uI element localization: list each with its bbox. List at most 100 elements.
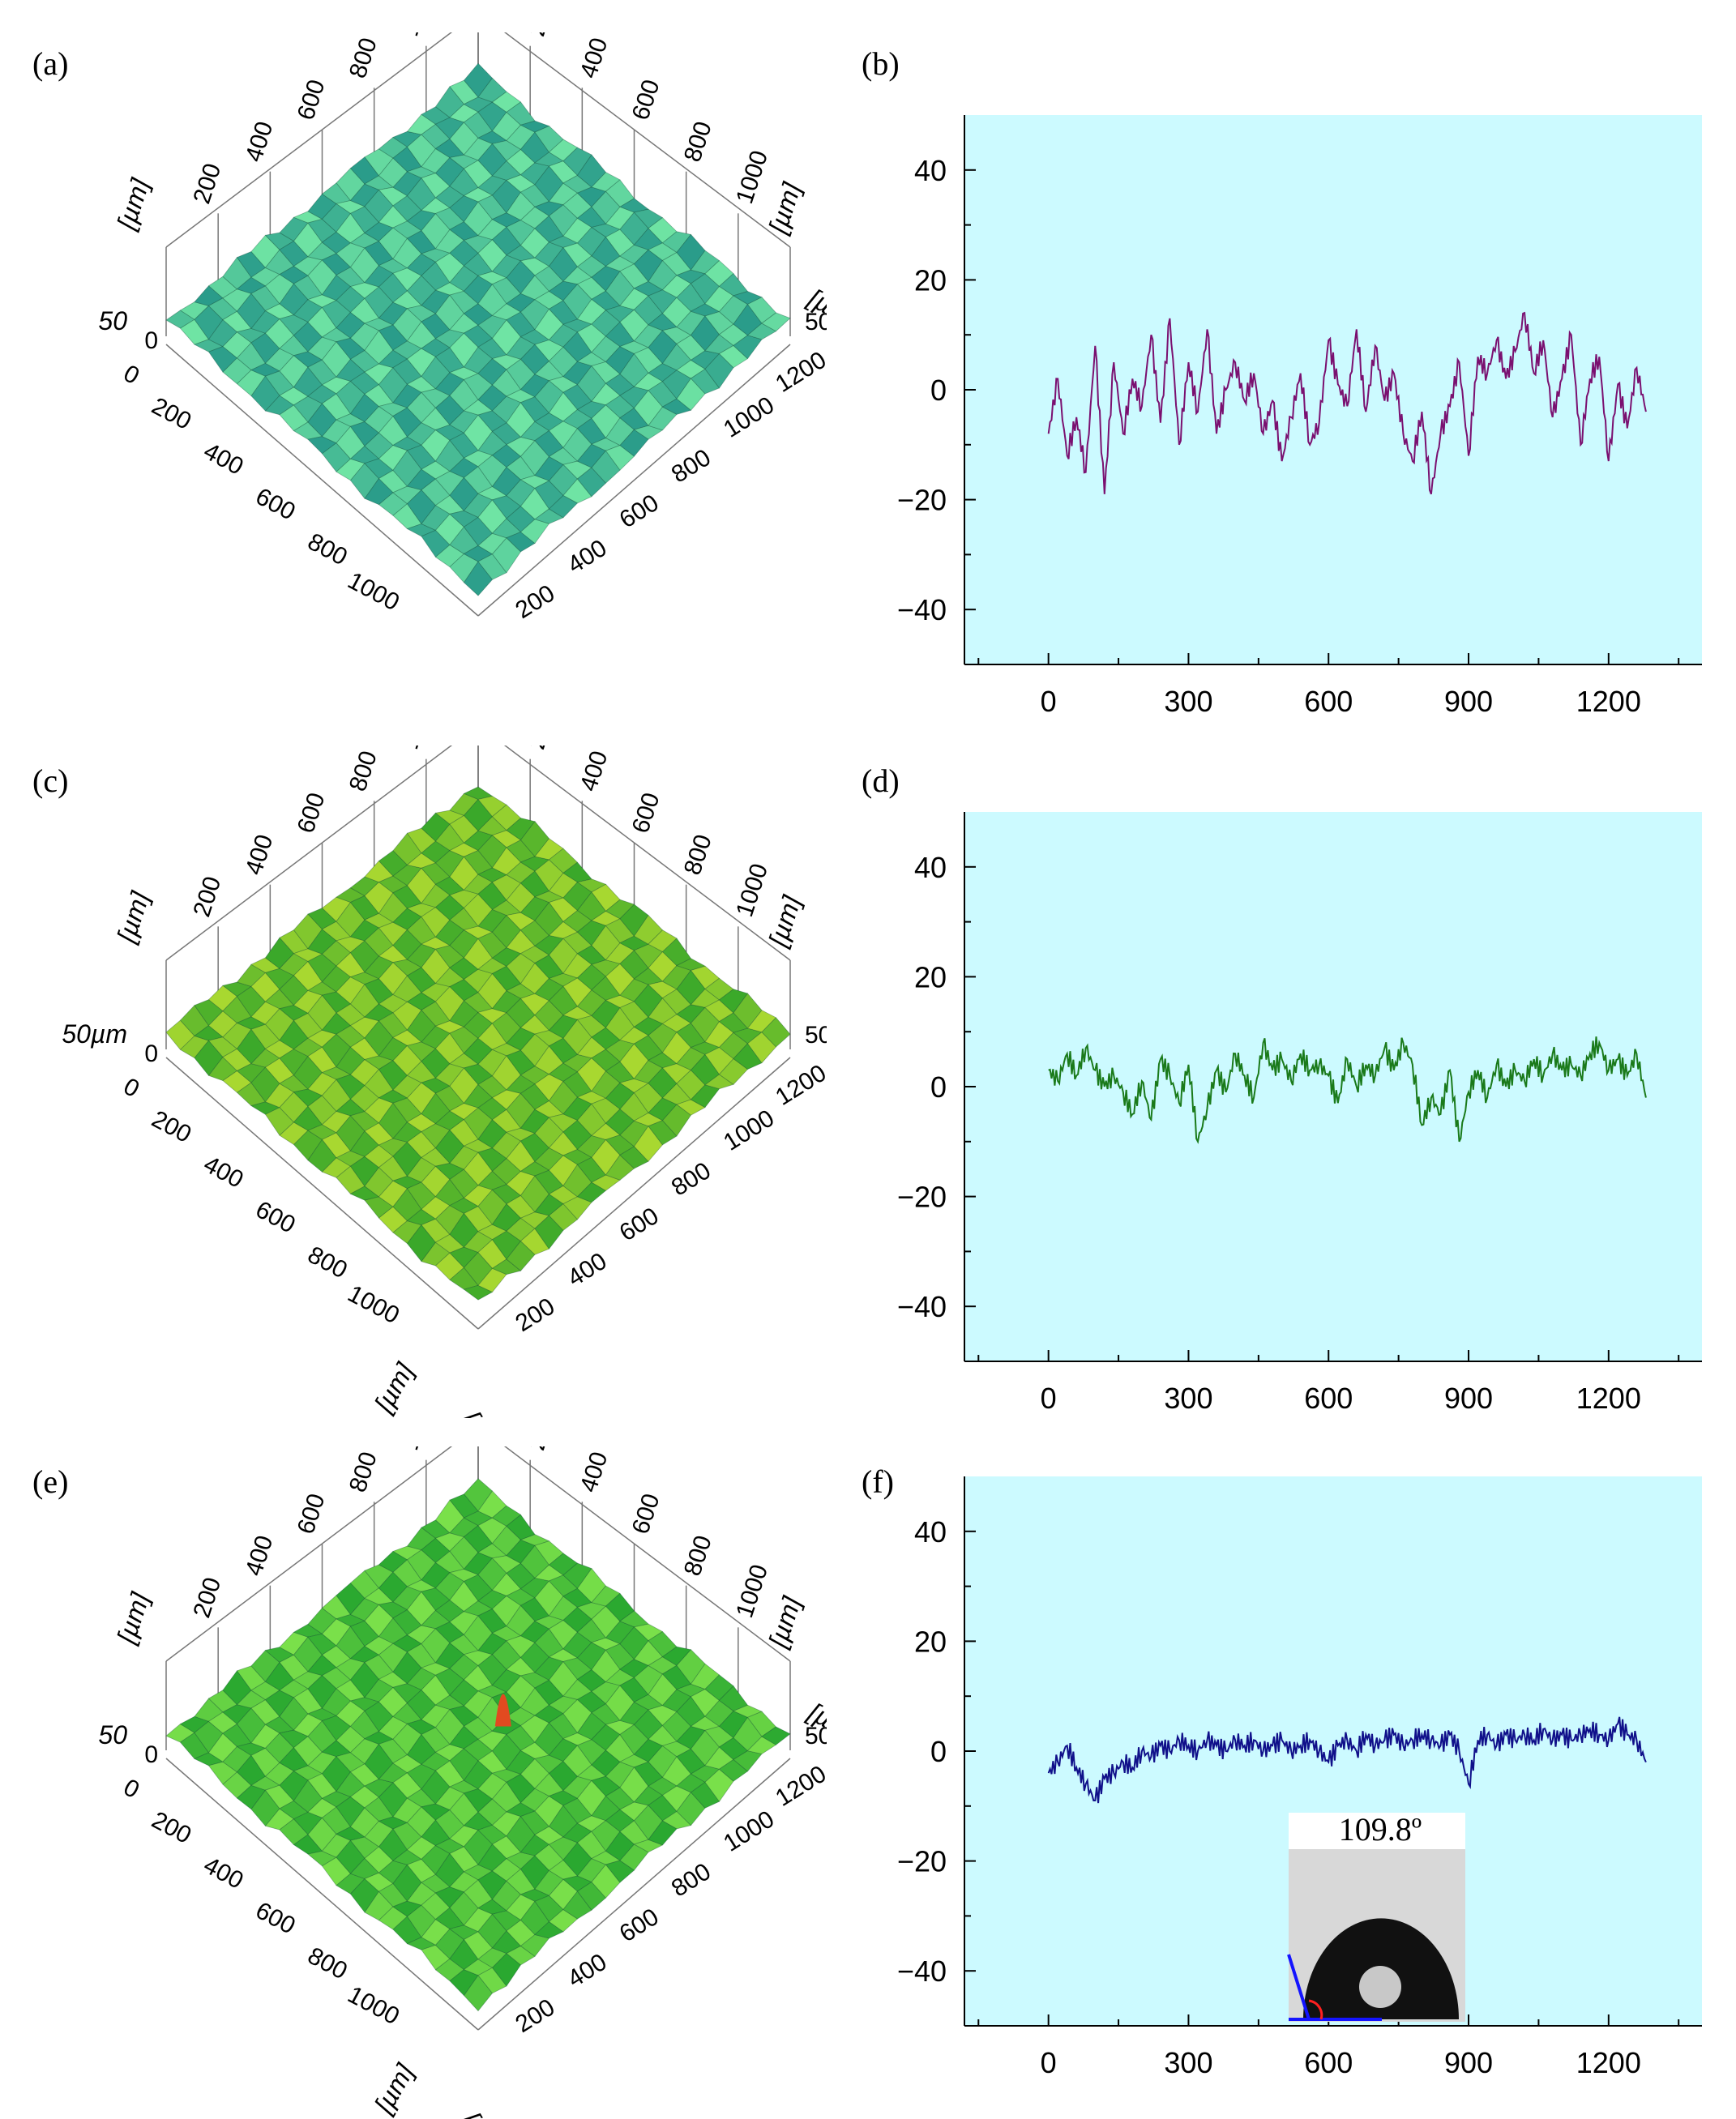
- panel-label-e: (e): [32, 1463, 69, 1500]
- contact-angle-inset: 109.8º: [1287, 1811, 1465, 2022]
- x-tick-label: 900: [1444, 685, 1493, 718]
- left-unit-label: [µm]: [111, 887, 155, 946]
- back-axis-tick-label: 600: [293, 76, 331, 123]
- front-right-tick-label: 600: [615, 489, 664, 534]
- back-axis-tick-label: 600: [293, 1490, 331, 1537]
- right-axis-tick-label: 600: [627, 789, 665, 836]
- surface-plot-c: 2004006008001000120002004006008001000020…: [62, 745, 827, 1418]
- back-axis-tick-label: 1000: [396, 745, 438, 753]
- front-right-tick-label: 400: [563, 535, 612, 579]
- right-axis-tick-label: 1000: [731, 861, 773, 921]
- panel-label-b: (b): [862, 45, 900, 82]
- right-axis-tick-label: 600: [627, 76, 665, 123]
- front-left-tick-label: 400: [199, 438, 248, 481]
- y-tick-label: −20: [897, 484, 947, 517]
- x-tick-label: 1200: [1576, 2046, 1641, 2079]
- front-left-axis: [165, 1057, 479, 1330]
- y-tick-label: 20: [914, 1625, 947, 1658]
- x-tick-label: 0: [1041, 685, 1057, 718]
- right-unit-label: [µm]: [763, 891, 806, 951]
- back-axis-tick-label: 200: [188, 874, 226, 921]
- front-right-tick-label: 200: [511, 580, 559, 625]
- back-axis-tick-label: 200: [188, 160, 226, 207]
- panel-label-d: (d): [862, 763, 900, 799]
- front-left-tick-label: 0: [119, 360, 143, 390]
- right-unit-label: [µm]: [763, 1592, 806, 1651]
- front-right-tick-label: 600: [615, 1903, 664, 1948]
- right-axis-tick-label: 200: [523, 1446, 561, 1454]
- right-axis-tick-label: 200: [523, 745, 561, 753]
- front-left-axis: [165, 1758, 479, 2031]
- front-left-tick-label: 800: [303, 1942, 352, 1985]
- front-left-tick-label: 600: [251, 1196, 300, 1239]
- back-axis-tick-label: 800: [344, 748, 383, 795]
- front-right-tick-label: 800: [667, 1858, 716, 1903]
- back-axis-tick-label: 1000: [396, 1446, 438, 1454]
- z-zero-label: 0: [144, 327, 158, 354]
- profile-series-line: [1047, 1716, 1647, 1804]
- y-tick-label: −20: [897, 1845, 947, 1878]
- x-tick-label: 900: [1444, 2046, 1493, 2079]
- right-axis-tick-label: 400: [575, 35, 614, 82]
- front-left-tick-label: 1000: [344, 1981, 404, 2030]
- surface-plot-e: 2004006008001000120002004006008001000020…: [98, 1446, 827, 2119]
- y-tick-label: 20: [914, 263, 947, 297]
- bottom-left-unit-label: [µm]: [368, 1357, 420, 1417]
- z-axis-label: 50: [98, 1720, 127, 1749]
- y-tick-label: 40: [914, 154, 947, 187]
- bottom-right-unit-label: [µm]: [456, 2107, 508, 2119]
- surface-cell: [761, 1017, 791, 1048]
- back-axis-tick-label: 200: [188, 1574, 226, 1621]
- x-tick-label: 0: [1041, 2046, 1057, 2079]
- contact-angle-label: 109.8º: [1339, 1811, 1422, 1848]
- x-tick-label: 300: [1164, 1382, 1212, 1415]
- front-right-tick-label: 800: [667, 444, 716, 489]
- left-unit-label: [µm]: [111, 174, 155, 233]
- left-unit-label: [µm]: [111, 1588, 155, 1647]
- surface-cell: [761, 1726, 791, 1745]
- surface-mesh: [165, 62, 791, 596]
- back-axis-tick-label: 800: [344, 1449, 383, 1496]
- front-left-tick-label: 600: [251, 483, 300, 526]
- z-axis-right-label: 50µm: [805, 1022, 827, 1049]
- profile-chart-f: −40 −20 0 20 40 0 300 600 900 1200 109.8º: [897, 1476, 1702, 2079]
- panel-label-a: (a): [32, 45, 69, 82]
- x-tick-label: 0: [1041, 1382, 1057, 1415]
- front-left-tick-label: 200: [148, 1105, 196, 1148]
- x-tick-label: 1200: [1576, 1382, 1641, 1415]
- x-tick-label: 600: [1304, 2046, 1353, 2079]
- front-right-tick-label: 400: [563, 1248, 612, 1292]
- right-axis-tick-label: 200: [523, 32, 561, 40]
- y-tick-label: 0: [930, 1070, 947, 1104]
- front-right-axis: [477, 344, 791, 617]
- front-right-tick-label: 1000: [719, 391, 779, 442]
- bottom-right-unit-label: [µm]: [456, 1406, 508, 1418]
- plot-area: [964, 115, 1702, 664]
- front-left-tick-label: 400: [199, 1151, 248, 1194]
- z-axis-right-label: 50: [805, 1723, 827, 1749]
- front-left-tick-label: 200: [148, 1806, 196, 1849]
- y-tick-label: 20: [914, 960, 947, 993]
- front-right-tick-label: 200: [511, 1293, 559, 1338]
- tangent-marker: [1287, 1954, 1311, 2020]
- front-left-tick-label: 1000: [344, 567, 404, 616]
- z-zero-label: 0: [144, 1741, 158, 1768]
- panel-label-c: (c): [32, 763, 69, 799]
- front-left-tick-label: 0: [119, 1073, 143, 1103]
- y-tick-label: −40: [897, 1955, 947, 1988]
- front-right-tick-label: 1000: [719, 1805, 779, 1856]
- x-tick-label: 900: [1444, 1382, 1493, 1415]
- surface-cell: [761, 312, 791, 332]
- front-right-tick-label: 400: [563, 1949, 612, 1993]
- back-axis-tick-label: 1000: [396, 32, 438, 40]
- right-axis-tick-label: 1000: [731, 147, 773, 207]
- front-right-tick-label: 600: [615, 1203, 664, 1247]
- front-right-tick-label: 1000: [719, 1104, 779, 1156]
- y-tick-label: 40: [914, 1515, 947, 1549]
- front-right-axis: [477, 1758, 791, 2031]
- z-axis-label: 50µm: [62, 1019, 127, 1049]
- profile-series-line: [1048, 1036, 1647, 1144]
- profile-series-line: [1047, 311, 1647, 495]
- z-zero-label: 0: [144, 1040, 158, 1067]
- front-left-tick-label: 800: [303, 1241, 352, 1284]
